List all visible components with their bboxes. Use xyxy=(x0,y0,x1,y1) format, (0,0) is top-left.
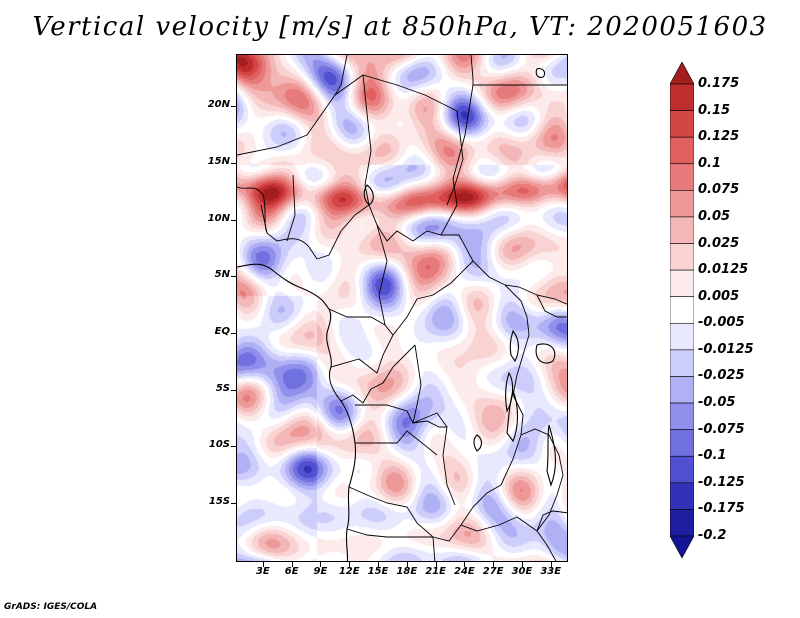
longitude-tick-label: 18E xyxy=(396,566,418,577)
colorbar-level-label: -0.0125 xyxy=(698,341,754,357)
longitude-tick-label: 9E xyxy=(313,566,328,577)
latitude-tick-label: 10S xyxy=(208,439,230,451)
colorbar-segment xyxy=(670,83,694,111)
latitude-tick xyxy=(231,503,236,505)
longitude-tick xyxy=(406,562,408,567)
colorbar-segment xyxy=(670,136,694,165)
colorbar-segment xyxy=(670,509,694,537)
longitude-tick-label: 30E xyxy=(511,566,533,577)
colorbar-segment xyxy=(670,349,694,377)
colorbar-level-label: 0.0125 xyxy=(698,262,749,278)
latitude-tick xyxy=(231,276,236,278)
colorbar-segment xyxy=(670,190,694,218)
latitude-tick-label: 15N xyxy=(207,155,230,167)
colorbar-level-label: -0.2 xyxy=(698,528,727,543)
colorbar-segment xyxy=(670,243,694,271)
longitude-tick xyxy=(320,562,322,567)
colorbar-level-label: 0.175 xyxy=(698,76,740,91)
latitude-tick xyxy=(231,446,236,448)
latitude-tick xyxy=(231,219,236,221)
grads-credit: GrADS: IGES/COLA xyxy=(4,602,98,612)
colorbar-segment xyxy=(670,376,694,404)
colorbar-level-label: 0.025 xyxy=(698,235,740,251)
colorbar-level-label: -0.075 xyxy=(698,421,745,437)
country-boundaries xyxy=(237,55,567,561)
map-panel[interactable] xyxy=(236,54,568,562)
longitude-tick xyxy=(349,562,351,567)
longitude-tick xyxy=(550,562,552,567)
longitude-tick xyxy=(435,562,437,567)
colorbar-segment xyxy=(670,402,694,430)
latitude-tick-label: 10N xyxy=(207,212,230,224)
colorbar-segment xyxy=(670,296,694,324)
longitude-tick-label: 21E xyxy=(425,566,446,577)
longitude-tick xyxy=(464,562,466,567)
colorbar-level-label: -0.1 xyxy=(698,448,727,464)
vertical-velocity-field xyxy=(237,55,567,561)
latitude-tick xyxy=(231,106,236,108)
colorbar-level-label: -0.025 xyxy=(698,368,745,384)
longitude-tick xyxy=(378,562,379,567)
map-title: Vertical velocity [m/s] at 850hPa, VT: 2… xyxy=(32,12,768,42)
colorbar-segment xyxy=(670,429,694,457)
colorbar-level-label: -0.125 xyxy=(698,474,745,490)
latitude-tick-label: 5N xyxy=(214,269,230,281)
colorbar-segment xyxy=(670,163,694,191)
colorbar-segments xyxy=(670,62,694,558)
longitude-tick-label: 3E xyxy=(255,566,270,577)
colorbar-segment xyxy=(670,322,694,351)
colorbar-segment xyxy=(670,216,694,244)
latitude-tick-label: 5S xyxy=(215,382,230,394)
colorbar-level-label: 0.15 xyxy=(698,102,731,118)
colorbar-level-label: -0.175 xyxy=(698,501,745,517)
colorbar-level-label: 0.075 xyxy=(698,182,740,198)
longitude-tick xyxy=(521,562,523,567)
colorbar xyxy=(670,62,694,558)
latitude-tick xyxy=(231,162,236,164)
longitude-tick xyxy=(493,562,495,567)
longitude-tick-label: 12E xyxy=(338,566,360,577)
latitude-tick xyxy=(231,332,236,334)
longitude-tick-label: 15E xyxy=(367,566,389,577)
latitude-tick xyxy=(231,389,236,391)
colorbar-level-label: 0.125 xyxy=(698,129,740,145)
colorbar-segment xyxy=(670,455,694,484)
colorbar-segment xyxy=(670,110,694,138)
longitude-tick-label: 24E xyxy=(453,566,475,577)
longitude-tick-label: 27E xyxy=(482,566,504,577)
longitude-tick xyxy=(291,562,293,567)
longitude-tick xyxy=(262,562,264,567)
colorbar-segment xyxy=(670,269,694,298)
latitude-tick-label: EQ xyxy=(214,325,230,337)
latitude-tick-label: 20N xyxy=(207,99,230,111)
colorbar-level-label: -0.05 xyxy=(698,395,736,411)
latitude-tick-label: 15S xyxy=(208,496,230,508)
colorbar-level-label: -0.005 xyxy=(698,315,745,331)
colorbar-segment xyxy=(670,482,694,510)
colorbar-segment xyxy=(670,535,694,558)
longitude-tick-label: 33E xyxy=(540,566,562,577)
colorbar-level-label: 0.005 xyxy=(698,288,740,304)
longitude-tick-label: 6E xyxy=(284,566,299,577)
colorbar-level-label: 0.05 xyxy=(698,208,731,224)
colorbar-level-label: 0.1 xyxy=(698,155,722,171)
colorbar-segment xyxy=(670,62,694,85)
